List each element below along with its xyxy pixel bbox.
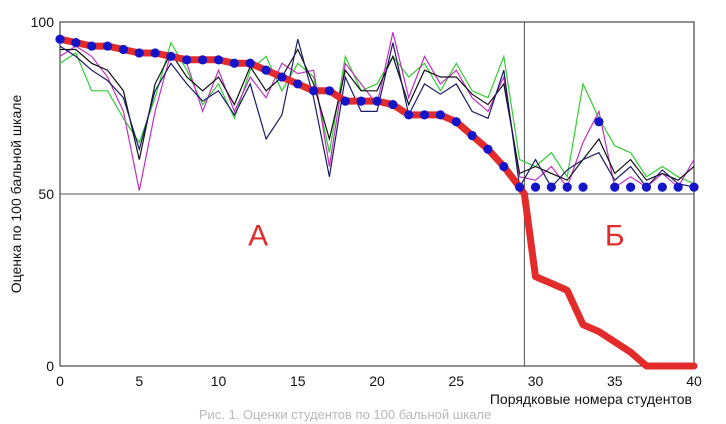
data-point	[150, 48, 160, 58]
data-point	[610, 182, 620, 192]
data-point	[578, 182, 588, 192]
y-tick-label: 0	[46, 358, 54, 374]
data-point	[134, 48, 144, 58]
data-point	[55, 34, 65, 44]
data-point	[562, 182, 572, 192]
data-point	[102, 41, 113, 51]
x-tick-label: 10	[211, 373, 227, 389]
data-point	[198, 55, 208, 65]
x-tick-label: 25	[448, 373, 464, 389]
data-point	[340, 96, 350, 106]
series-line-component-3	[60, 48, 695, 181]
series-line-component-4	[59, 39, 695, 189]
data-point	[388, 99, 398, 110]
data-point	[404, 110, 414, 120]
y-tick-label: 100	[31, 14, 55, 30]
data-point	[118, 44, 128, 55]
data-point	[309, 86, 319, 96]
data-point	[277, 72, 287, 82]
data-point	[419, 110, 430, 120]
data-point	[641, 182, 652, 192]
data-point	[451, 117, 461, 127]
data-point	[245, 58, 255, 68]
data-point	[372, 96, 382, 106]
data-point	[689, 182, 699, 192]
y-tick-label: 50	[38, 186, 54, 202]
data-point	[499, 161, 509, 172]
data-point	[594, 117, 604, 127]
data-point	[166, 51, 176, 62]
region-label: Б	[605, 220, 625, 253]
x-tick-label: 5	[135, 373, 143, 389]
data-point	[213, 55, 224, 65]
data-point	[87, 41, 97, 51]
data-point	[261, 65, 271, 75]
data-point	[229, 58, 239, 68]
x-tick-label: 40	[686, 373, 702, 389]
x-tick-label: 0	[56, 373, 64, 389]
data-point	[515, 182, 525, 192]
x-axis-title: Порядковые номера студентов	[490, 391, 692, 407]
data-point	[657, 182, 667, 192]
series-line-component-1	[59, 41, 695, 185]
x-tick-label: 30	[528, 373, 544, 389]
data-point	[293, 79, 303, 89]
data-point	[182, 55, 192, 65]
data-point	[324, 86, 335, 96]
data-point	[483, 144, 493, 154]
region-label: А	[248, 220, 268, 253]
series-line-final	[56, 35, 698, 370]
data-point	[673, 182, 683, 192]
y-axis-title: Оценка по 100 бальной шкале	[8, 95, 24, 294]
data-point	[530, 182, 541, 192]
data-point	[546, 182, 556, 192]
x-tick-label: 15	[290, 373, 306, 389]
data-point	[626, 182, 636, 192]
data-point	[71, 38, 81, 48]
data-point	[435, 110, 445, 120]
data-point	[356, 96, 366, 106]
data-point	[467, 130, 477, 141]
x-tick-label: 20	[369, 373, 385, 389]
x-tick-label: 35	[607, 373, 623, 389]
figure-caption: Рис. 1. Оценки студентов по 100 бальной …	[199, 407, 491, 422]
